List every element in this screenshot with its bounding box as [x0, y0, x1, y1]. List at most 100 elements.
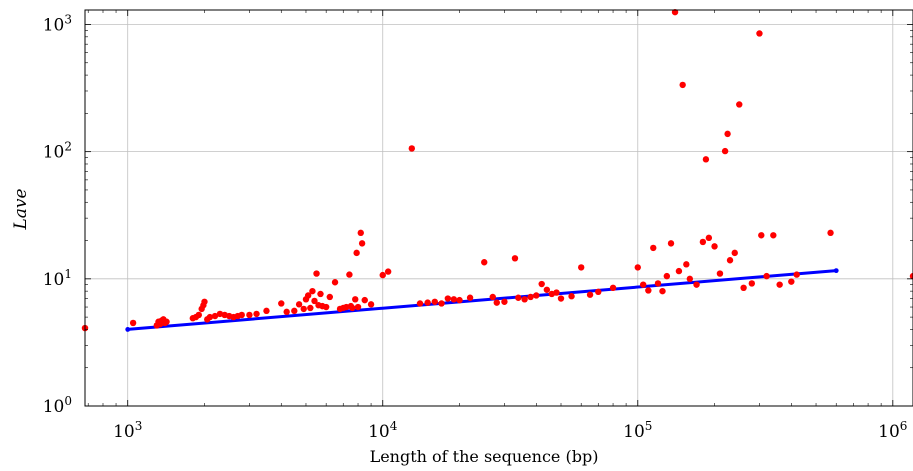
data-point — [521, 296, 528, 303]
x-tick-label: 105 — [623, 419, 652, 442]
data-point — [357, 229, 364, 237]
data-point — [201, 298, 208, 305]
data-point — [639, 281, 647, 288]
data-point — [675, 267, 683, 275]
data-point — [609, 284, 617, 292]
data-point — [331, 279, 339, 286]
data-point — [408, 145, 416, 152]
data-point — [702, 156, 710, 163]
data-point — [671, 8, 679, 16]
data-point — [456, 296, 463, 304]
grid — [85, 10, 913, 406]
data-point — [304, 292, 312, 299]
data-point — [489, 293, 496, 301]
data-point — [438, 300, 445, 307]
data-point — [748, 280, 756, 287]
fit-line — [127, 269, 837, 331]
x-tick-label: 106 — [878, 419, 907, 442]
data-point — [431, 298, 439, 305]
data-point — [424, 299, 431, 306]
fit-line-endpoint — [833, 268, 839, 274]
data-point — [726, 257, 734, 264]
data-point — [163, 318, 170, 325]
data-point — [353, 249, 360, 257]
x-tick-label: 103 — [113, 419, 142, 442]
data-point — [788, 278, 795, 285]
data-point — [770, 232, 777, 239]
data-point — [358, 240, 366, 247]
data-point — [634, 264, 641, 271]
data-point — [683, 261, 690, 268]
data-point — [367, 301, 375, 308]
data-point — [663, 272, 671, 280]
data-point — [206, 313, 214, 321]
data-point — [466, 294, 474, 301]
data-point — [354, 303, 362, 311]
y-axis-label: Lave — [11, 188, 31, 230]
data-point — [253, 310, 260, 318]
data-point — [679, 81, 686, 89]
data-point — [317, 290, 324, 298]
data-point — [246, 311, 253, 319]
data-point — [300, 305, 307, 313]
data-point — [645, 287, 652, 294]
data-point — [667, 240, 675, 247]
data-point — [538, 280, 545, 288]
data-point — [527, 293, 534, 301]
data-point — [553, 289, 560, 296]
data-point — [595, 288, 602, 296]
data-point — [129, 319, 137, 327]
data-point — [326, 293, 333, 301]
data-point — [793, 271, 800, 278]
data-point — [533, 292, 540, 299]
data-point — [238, 311, 245, 319]
data-point — [515, 294, 522, 301]
data-point — [659, 287, 666, 295]
data-point — [724, 130, 731, 138]
data-point — [711, 243, 718, 250]
fit-line-endpoint — [125, 327, 131, 332]
data-point — [736, 101, 743, 108]
data-point — [361, 296, 368, 304]
data-point — [716, 270, 724, 277]
data-point — [577, 264, 585, 271]
data-point — [322, 303, 330, 311]
data-point — [444, 295, 452, 302]
data-point — [309, 287, 316, 295]
x-axis-label: Length of the sequence (bp) — [370, 447, 599, 466]
data-point — [384, 268, 392, 275]
data-point — [758, 232, 765, 239]
data-point — [263, 307, 270, 315]
data-point — [349, 304, 356, 312]
data-point — [568, 293, 575, 300]
data-point — [776, 281, 783, 288]
y-tick-label: 101 — [43, 267, 72, 290]
data-point — [763, 272, 770, 280]
y-tick-label: 103 — [43, 12, 72, 35]
data-point — [756, 30, 763, 37]
data-point — [650, 244, 657, 252]
data-point — [313, 270, 320, 277]
data-point — [731, 249, 738, 257]
data-point — [501, 298, 508, 305]
data-point — [511, 255, 519, 262]
data-point — [543, 286, 551, 293]
data-point — [705, 234, 713, 242]
data-point — [686, 275, 694, 283]
data-point — [654, 280, 662, 287]
plot-frame — [84, 9, 913, 407]
ticks — [85, 10, 913, 407]
fit-line-series — [125, 268, 839, 332]
data-point — [909, 272, 913, 280]
data-point — [195, 311, 203, 319]
data-point — [416, 300, 424, 307]
data-point — [481, 259, 488, 266]
scatter-series — [81, 8, 913, 332]
y-tick-label: 102 — [43, 140, 72, 163]
y-tick-label: 100 — [43, 394, 72, 417]
data-point — [295, 301, 303, 308]
data-point — [827, 229, 834, 237]
data-point — [283, 308, 290, 316]
tick-labels: 103 104 105 106 100 101 102 103 — [43, 12, 908, 442]
